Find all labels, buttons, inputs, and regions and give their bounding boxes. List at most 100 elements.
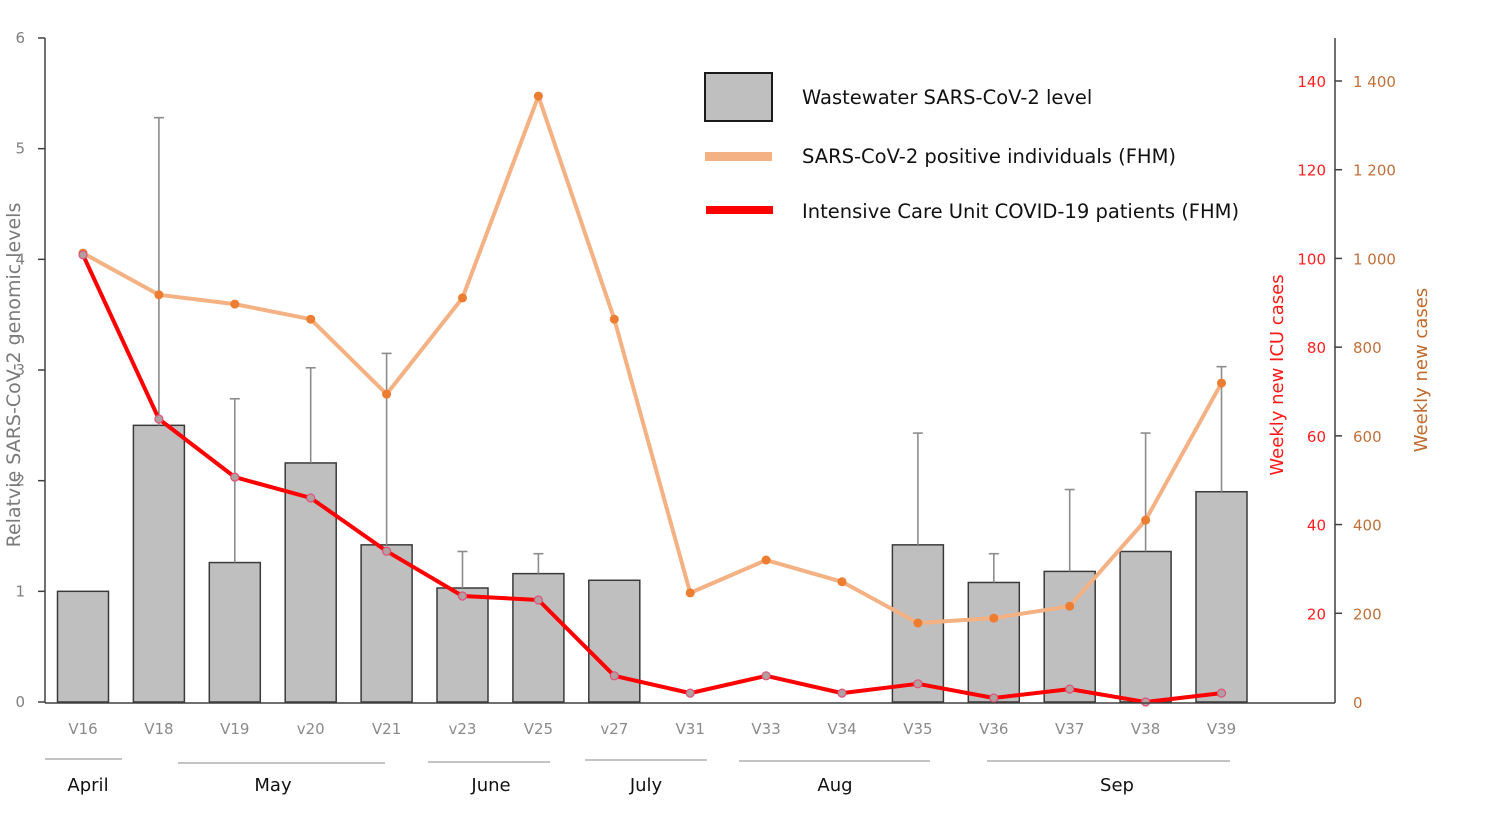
month-label: April — [67, 775, 108, 796]
category-label: V25 — [524, 720, 553, 738]
category-label: V21 — [372, 720, 401, 738]
left-tick-label: 6 — [15, 29, 25, 47]
icu-point — [457, 591, 468, 601]
icu-tick-label: 80 — [1307, 339, 1326, 357]
bar — [132, 424, 186, 703]
category-label: V37 — [1055, 720, 1084, 738]
category-label: v23 — [449, 720, 477, 738]
icu-point — [306, 493, 316, 503]
cases-point — [382, 389, 392, 399]
bar — [1195, 490, 1248, 703]
cases-point — [230, 299, 240, 309]
icu-point — [230, 472, 240, 482]
bar — [967, 581, 1021, 703]
category-label: v27 — [600, 720, 628, 738]
category-label: V38 — [1131, 720, 1160, 738]
icu-point — [989, 693, 999, 703]
category-label: V36 — [979, 720, 1008, 738]
bar — [284, 462, 337, 703]
icu-series-layer — [78, 250, 1227, 707]
cases-point — [1141, 515, 1151, 525]
category-label: V19 — [220, 720, 249, 738]
left-axis-title: Relatvie SARS-CoV-2 genomic levels — [3, 203, 25, 548]
legend-label-wastewater: Wastewater SARS-CoV-2 level — [802, 86, 1092, 109]
category-label: v20 — [297, 720, 325, 738]
bar — [56, 590, 110, 703]
icu-tick-label: 60 — [1307, 428, 1326, 446]
category-label: V33 — [751, 720, 780, 738]
cases-point — [458, 293, 467, 303]
legend-label-icu: Intensive Care Unit COVID-19 patients (F… — [802, 200, 1239, 223]
category-labels: V16 V18 V19 v20 V21 v23 V25 v27 V31 V33 V34 V35 V36 V… — [68, 720, 1236, 738]
cases-point — [761, 555, 771, 565]
cases-point — [685, 588, 695, 598]
icu-point — [1216, 688, 1227, 698]
cases-tick-label: 200 — [1353, 605, 1382, 623]
category-label: V34 — [827, 720, 856, 738]
bars-layer — [56, 424, 1248, 703]
icu-point — [685, 688, 695, 698]
icu-point — [761, 671, 771, 681]
cases-tick-label: 600 — [1353, 428, 1382, 446]
bar — [436, 587, 489, 703]
cases-tick-label: 1 200 — [1353, 162, 1396, 180]
left-tick-label: 2 — [15, 472, 25, 490]
icu-tick-label: 40 — [1307, 517, 1326, 535]
month-label: May — [254, 775, 292, 796]
category-label: V16 — [68, 720, 97, 738]
legend: Wastewater SARS-CoV-2 level SARS-CoV-2 p… — [704, 72, 1239, 223]
left-axis-ticks: 0 1 2 3 4 5 6 — [15, 29, 45, 711]
bar — [360, 544, 413, 703]
cases-point — [1065, 601, 1075, 611]
cases-series-layer — [78, 91, 1226, 628]
cases-tick-label: 0 — [1353, 694, 1363, 712]
cases-point — [306, 314, 316, 324]
icu-point — [78, 250, 88, 260]
left-tick-label: 1 — [15, 582, 25, 600]
icu-tick-label: 140 — [1297, 73, 1326, 91]
right-axis-ticks: 0 200 400 600 800 1 000 1 200 1 400 20 40 60 80 100 1… — [1297, 73, 1396, 712]
bar — [512, 572, 565, 703]
month-labels: April May June July Aug Sep — [45, 758, 1230, 796]
legend-label-cases: SARS-CoV-2 positive individuals (FHM) — [802, 145, 1176, 168]
category-label: V35 — [903, 720, 932, 738]
icu-point — [533, 595, 544, 605]
left-tick-label: 4 — [15, 250, 25, 268]
cases-point — [913, 618, 923, 628]
month-label: June — [470, 775, 510, 796]
cases-tick-label: 400 — [1353, 517, 1382, 535]
cases-point — [837, 577, 847, 587]
cases-point — [533, 91, 543, 101]
icu-point — [382, 546, 392, 556]
icu-point — [837, 688, 847, 698]
cases-point — [1217, 378, 1226, 388]
cases-tick-label: 1 400 — [1353, 73, 1396, 91]
cases-line — [82, 94, 1224, 626]
cases-point — [989, 613, 999, 623]
cases-point — [154, 290, 164, 300]
bar — [208, 561, 262, 703]
left-tick-label: 5 — [15, 140, 25, 158]
bar — [1119, 550, 1172, 703]
icu-line — [81, 254, 1222, 704]
cases-tick-label: 800 — [1353, 339, 1382, 357]
icu-tick-label: 120 — [1297, 162, 1326, 180]
category-label: V39 — [1207, 720, 1236, 738]
icu-point — [154, 414, 164, 424]
cases-point — [609, 314, 619, 324]
icu-point — [1140, 697, 1151, 707]
icu-tick-label: 100 — [1297, 250, 1326, 268]
cases-tick-label: 1 000 — [1353, 250, 1396, 268]
right-axis-title-cases: Weekly new cases — [1411, 288, 1432, 452]
icu-tick-label: 20 — [1307, 605, 1326, 623]
bar — [1043, 570, 1096, 703]
legend-swatch-wastewater — [704, 72, 773, 122]
legend-swatch-icu — [706, 206, 773, 214]
category-label: V18 — [144, 720, 173, 738]
icu-point — [913, 679, 923, 689]
month-label: Sep — [1100, 775, 1134, 796]
bar — [588, 579, 641, 703]
right-axis-title-icu: Weekly new ICU cases — [1267, 274, 1288, 475]
icu-point — [609, 671, 619, 681]
